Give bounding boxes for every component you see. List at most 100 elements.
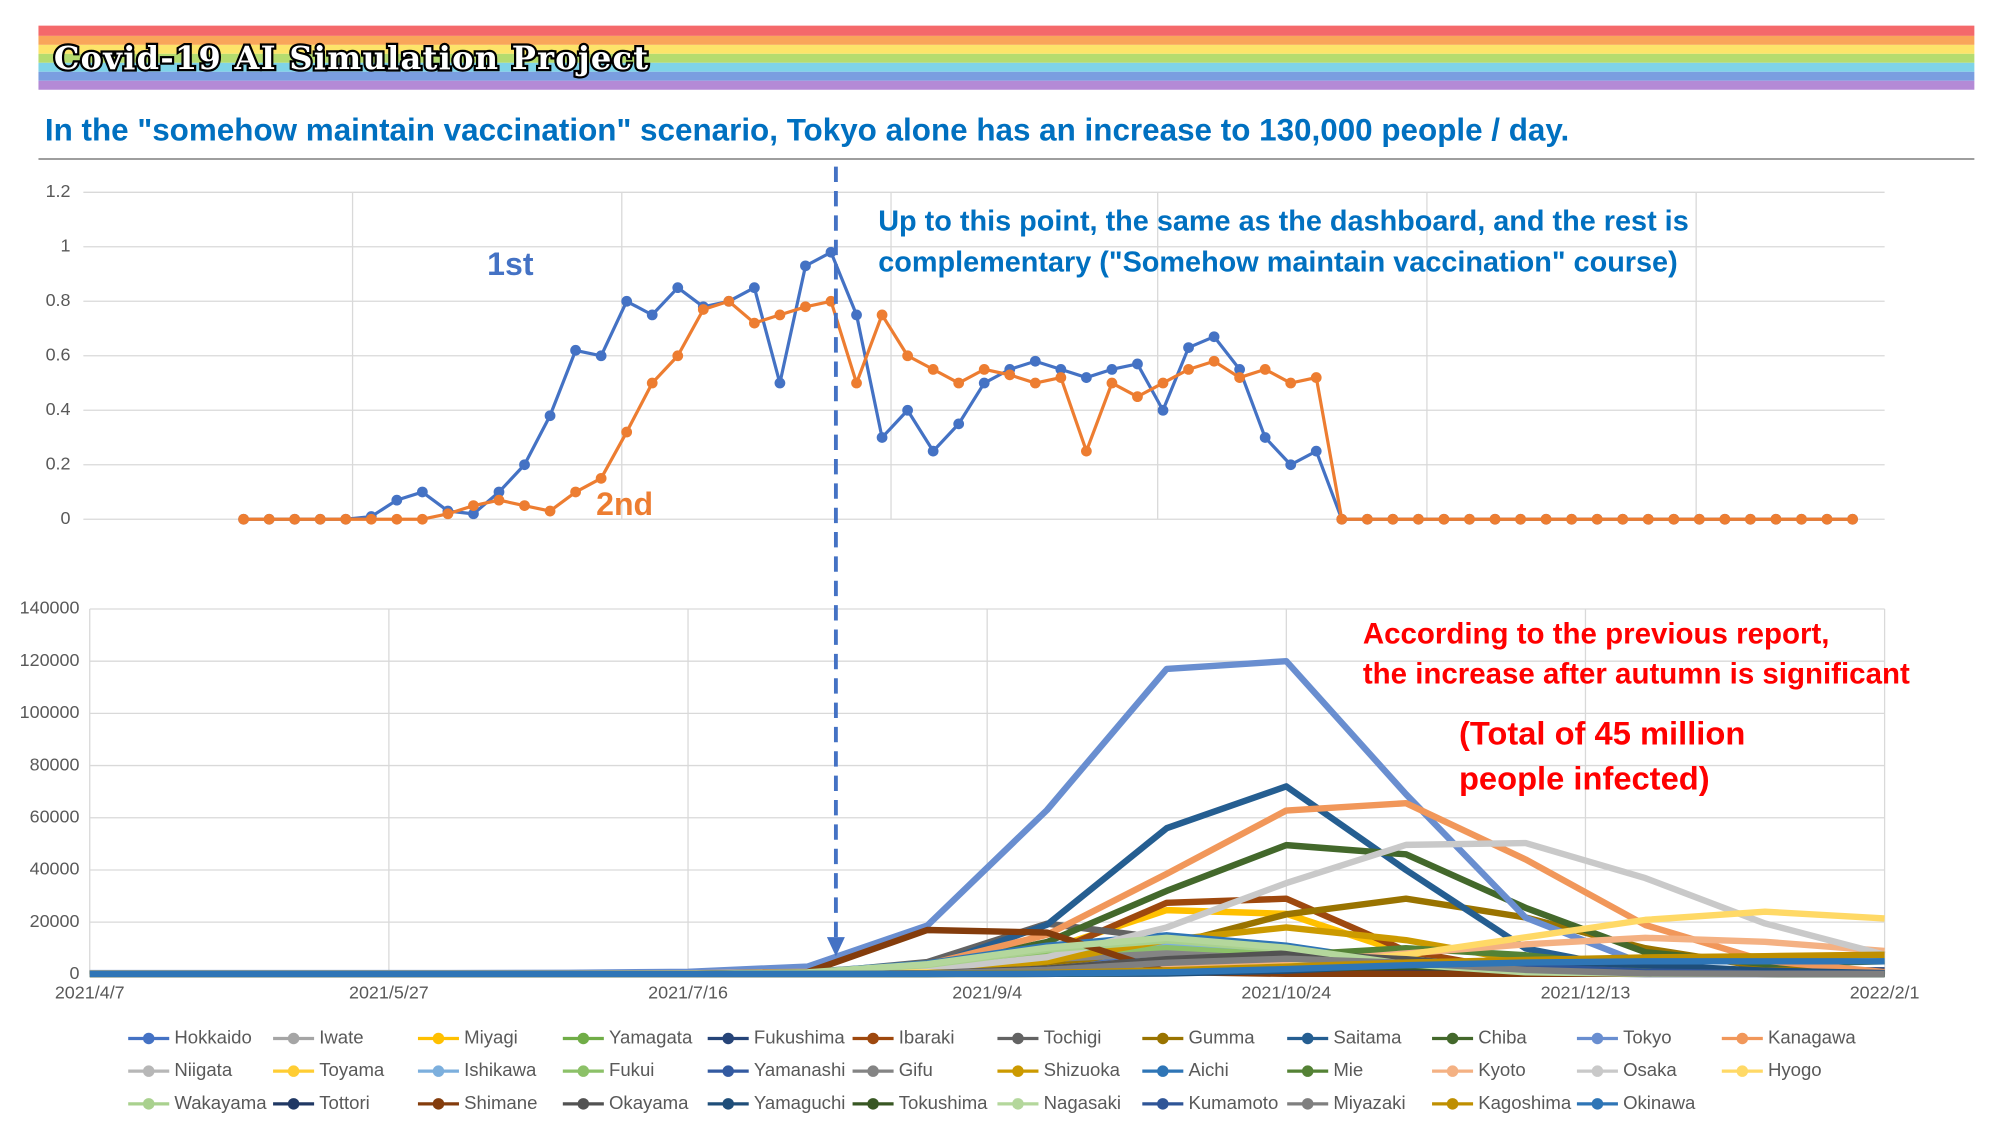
point: [416, 513, 428, 525]
series-label: 1st: [487, 246, 534, 282]
point: [1387, 513, 1399, 525]
point: [646, 309, 658, 321]
point: [1183, 364, 1194, 375]
legend-label: Gumma: [1188, 1026, 1255, 1047]
point: [391, 513, 403, 525]
point: [1285, 377, 1297, 389]
x-tick-label: 2021/7/16: [648, 982, 728, 1002]
legend-label: Hokkaido: [174, 1026, 251, 1047]
x-tick-label: 2021/12/13: [1541, 982, 1631, 1002]
point: [672, 282, 684, 294]
point: [953, 418, 965, 430]
point: [1464, 513, 1475, 525]
y-tick-label: 0: [61, 508, 71, 528]
point: [1668, 513, 1680, 525]
point: [493, 494, 505, 506]
point: [519, 459, 530, 471]
banner-title: Covid-19 AI Simulation Project: [54, 39, 650, 77]
legend-label: Fukushima: [754, 1026, 846, 1047]
point: [800, 301, 811, 313]
point: [1693, 513, 1705, 525]
point: [1413, 513, 1424, 525]
legend-label: Kumamoto: [1188, 1092, 1278, 1113]
y-tick-label: 0: [70, 963, 80, 983]
y-tick-label: 60000: [30, 806, 80, 826]
point: [1617, 513, 1629, 525]
point: [1770, 513, 1782, 525]
legend-marker: [1446, 1065, 1459, 1077]
x-tick-label: 2021/9/4: [952, 982, 1022, 1002]
point: [263, 513, 275, 525]
point: [621, 295, 633, 307]
legend-label: Ishikawa: [464, 1059, 537, 1080]
point: [774, 377, 786, 389]
point: [544, 410, 556, 422]
legend-label: Yamagata: [609, 1026, 693, 1047]
legend-label: Tokushima: [899, 1092, 988, 1113]
point: [1132, 391, 1143, 403]
legend-label: Okayama: [609, 1092, 689, 1113]
legend-label: Kagoshima: [1478, 1092, 1572, 1113]
point: [1055, 364, 1067, 375]
legend-marker: [577, 1032, 590, 1045]
point: [1106, 377, 1118, 389]
y-tick-label: 20000: [30, 911, 80, 931]
legend-label: Okinawa: [1623, 1092, 1696, 1113]
point: [672, 350, 684, 362]
legend-marker: [287, 1065, 300, 1077]
point: [1719, 513, 1731, 525]
point: [519, 500, 530, 511]
point: [1259, 432, 1271, 443]
point: [978, 377, 990, 389]
point: [1157, 377, 1169, 389]
legend-label: Niigata: [174, 1059, 232, 1080]
point: [1489, 513, 1501, 525]
legend-marker: [1736, 1032, 1749, 1045]
legend-marker: [1301, 1065, 1314, 1077]
legend-label: Tottori: [319, 1092, 370, 1113]
y-tick-label: 40000: [30, 859, 80, 879]
legend-marker: [1591, 1098, 1604, 1110]
point: [1847, 513, 1858, 525]
point: [927, 445, 939, 457]
annotation: (Total of 45 million: [1459, 715, 1745, 752]
legend-label: Chiba: [1478, 1026, 1527, 1047]
legend-marker: [1012, 1032, 1024, 1045]
legend-label: Yamaguchi: [754, 1092, 846, 1113]
point: [646, 377, 658, 389]
point: [1183, 342, 1194, 353]
legend-marker: [432, 1065, 445, 1077]
point: [468, 500, 479, 511]
legend-label: Hyogo: [1768, 1059, 1822, 1080]
legend-label: Shimane: [464, 1092, 537, 1113]
point: [1106, 364, 1118, 375]
point: [1029, 355, 1041, 367]
point: [570, 486, 581, 498]
point: [1081, 445, 1092, 457]
legend-label: Tokyo: [1623, 1026, 1672, 1047]
point: [697, 304, 709, 315]
legend-label: Wakayama: [174, 1092, 267, 1113]
legend-label: Shizuoka: [1044, 1059, 1121, 1080]
series-line: [243, 250, 1853, 521]
point: [1515, 513, 1526, 525]
legend-marker: [1157, 1098, 1169, 1110]
point: [748, 317, 760, 329]
point: [595, 472, 607, 484]
point: [1566, 513, 1578, 525]
legend-marker: [867, 1065, 879, 1077]
y-tick-label: 0.6: [46, 345, 71, 365]
annotation: people infected): [1459, 759, 1710, 796]
legend-marker: [867, 1098, 879, 1110]
legend-marker: [1446, 1032, 1459, 1045]
point: [825, 295, 837, 307]
legend-marker: [1301, 1098, 1314, 1110]
legend-label: Nagasaki: [1044, 1092, 1121, 1113]
y-tick-label: 0.8: [46, 290, 71, 310]
point: [1055, 372, 1067, 383]
point: [365, 513, 377, 525]
point: [1259, 364, 1271, 375]
legend-label: Miyazaki: [1333, 1092, 1405, 1113]
legend-label: Ibaraki: [899, 1026, 955, 1047]
